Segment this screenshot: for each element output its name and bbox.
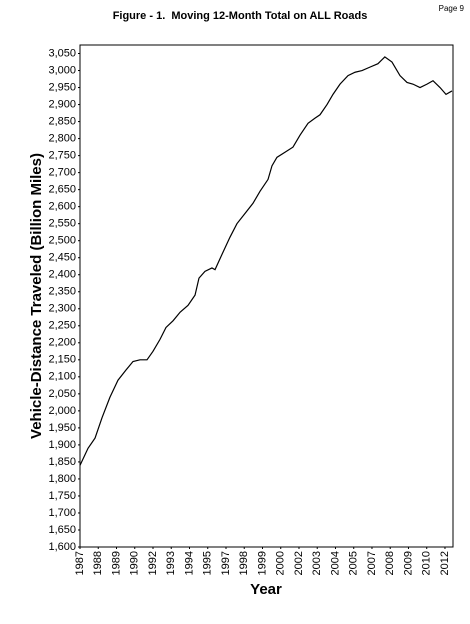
y-tick-label: 2,250 — [48, 320, 76, 332]
x-tick-label: 2003 — [311, 551, 323, 575]
x-tick-label: 2010 — [421, 551, 433, 575]
x-tick-label: 1997 — [220, 551, 232, 575]
y-tick-label: 1,950 — [48, 422, 76, 434]
x-tick-label: 1995 — [202, 551, 214, 575]
x-tick-label: 2012 — [439, 551, 451, 575]
y-tick-label: 2,350 — [48, 286, 76, 298]
x-axis-label: Year — [250, 581, 282, 598]
data-line — [79, 56, 453, 466]
x-tick-label: 1987 — [74, 551, 86, 575]
y-tick-label: 2,700 — [48, 167, 76, 179]
x-tick-label: 2004 — [329, 551, 341, 575]
x-tick-label: 1990 — [129, 551, 141, 575]
x-tick-label: 1998 — [238, 551, 250, 575]
y-tick-label: 2,000 — [48, 405, 76, 417]
y-tick-label: 3,000 — [48, 64, 76, 76]
y-tick-label: 1,800 — [48, 473, 76, 485]
y-tick-label: 2,200 — [48, 337, 76, 349]
y-tick-label: 2,550 — [48, 218, 76, 230]
y-tick-label: 2,800 — [48, 132, 76, 144]
y-tick-label: 2,850 — [48, 115, 76, 127]
x-tick-label: 2008 — [384, 551, 396, 575]
y-tick-label: 2,150 — [48, 354, 76, 366]
x-tick-label: 1992 — [147, 551, 159, 575]
y-tick-label: 2,450 — [48, 252, 76, 264]
y-tick-label: 2,650 — [48, 184, 76, 196]
x-tick-label: 1993 — [165, 551, 177, 575]
y-tick-label: 1,700 — [48, 507, 76, 519]
x-tick-label: 2005 — [348, 551, 360, 575]
page-label: Page 9 — [439, 4, 465, 13]
y-tick-label: 2,950 — [48, 81, 76, 93]
y-tick-label: 1,750 — [48, 490, 76, 502]
x-tick-label: 2000 — [275, 551, 287, 575]
y-tick-label: 1,650 — [48, 524, 76, 536]
chart-title: Figure - 1. Moving 12-Month Total on ALL… — [113, 10, 368, 22]
y-tick-label: 2,300 — [48, 303, 76, 315]
x-tick-label: 1994 — [183, 551, 195, 575]
x-tick-label: 2009 — [402, 551, 414, 575]
y-tick-label: 2,750 — [48, 150, 76, 162]
y-tick-label: 1,850 — [48, 456, 76, 468]
y-tick-label: 1,600 — [48, 541, 76, 553]
y-tick-label: 3,050 — [48, 47, 76, 59]
x-tick-label: 1999 — [256, 551, 268, 575]
plot-frame — [79, 44, 454, 548]
x-tick-label: 2007 — [366, 551, 378, 575]
y-tick-label: 2,500 — [48, 235, 76, 247]
x-tick-label: 1989 — [110, 551, 122, 575]
y-tick-label: 1,900 — [48, 439, 76, 451]
y-tick-label: 2,600 — [48, 201, 76, 213]
x-tick-label: 1988 — [92, 551, 104, 575]
y-tick-label: 2,900 — [48, 98, 76, 110]
y-axis-label: Vehicle-Distance Traveled (Billion Miles… — [28, 153, 45, 439]
x-tick-label: 2002 — [293, 551, 305, 575]
y-tick-label: 2,400 — [48, 269, 76, 281]
y-tick-label: 2,100 — [48, 371, 76, 383]
y-tick-label: 2,050 — [48, 388, 76, 400]
